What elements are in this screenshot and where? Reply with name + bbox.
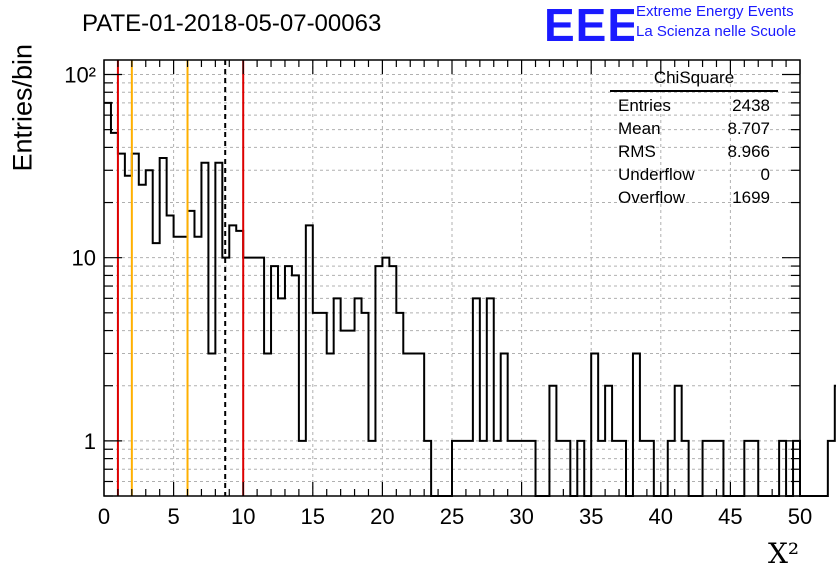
stats-row: Underflow 0 bbox=[610, 163, 778, 186]
stats-value: 2438 bbox=[732, 96, 770, 115]
stats-label: Entries bbox=[618, 96, 671, 115]
stats-rows: Entries 2438 Mean 8.707 RMS 8.966 Underflow 0 Ov… bbox=[610, 94, 778, 209]
stats-value: 1699 bbox=[732, 188, 770, 207]
x-tick-label: 50 bbox=[788, 504, 812, 529]
eee-logo-icon: EEE bbox=[544, 2, 634, 46]
stats-box: ChiSquare Entries 2438 Mean 8.707 RMS 8.966 Un… bbox=[610, 68, 778, 209]
x-tick-label: 20 bbox=[370, 504, 394, 529]
x-tick-label: 25 bbox=[440, 504, 464, 529]
stats-label: Overflow bbox=[618, 188, 686, 207]
stats-label: Mean bbox=[618, 119, 661, 138]
chart-title: PATE-01-2018-05-07-00063 bbox=[82, 10, 382, 37]
stats-row: Overflow 1699 bbox=[610, 186, 778, 209]
y-tick-label: 10² bbox=[64, 63, 96, 88]
x-axis-label: X² bbox=[768, 537, 800, 570]
stats-row: Mean 8.707 bbox=[610, 117, 778, 140]
stats-label: RMS bbox=[618, 142, 656, 161]
stats-row: Entries 2438 bbox=[610, 94, 778, 117]
x-tick-label: 30 bbox=[509, 504, 533, 529]
logo-caption: Extreme Energy Events La Scienza nelle S… bbox=[636, 2, 796, 42]
x-tick-label: 10 bbox=[231, 504, 255, 529]
stats-title: ChiSquare bbox=[610, 68, 778, 92]
x-tick-label: 15 bbox=[301, 504, 325, 529]
y-axis-label: Entries/bin bbox=[7, 43, 38, 172]
stats-value: 0 bbox=[760, 165, 770, 184]
y-tick-label: 1 bbox=[84, 429, 96, 454]
x-tick-label: 5 bbox=[167, 504, 179, 529]
x-tick-label: 45 bbox=[718, 504, 742, 529]
x-tick-label: 35 bbox=[579, 504, 603, 529]
stats-row: RMS 8.966 bbox=[610, 140, 778, 163]
stats-value: 8.707 bbox=[727, 119, 770, 138]
svg-text:EEE: EEE bbox=[544, 2, 634, 46]
logo-line-2: La Scienza nelle Scuole bbox=[636, 23, 797, 40]
stats-value: 8.966 bbox=[727, 142, 770, 161]
x-tick-label: 0 bbox=[98, 504, 110, 529]
y-tick-label: 10 bbox=[72, 246, 96, 271]
x-tick-label: 40 bbox=[649, 504, 673, 529]
logo-line-1: Extreme Energy Events bbox=[636, 3, 794, 20]
stats-label: Underflow bbox=[618, 165, 695, 184]
